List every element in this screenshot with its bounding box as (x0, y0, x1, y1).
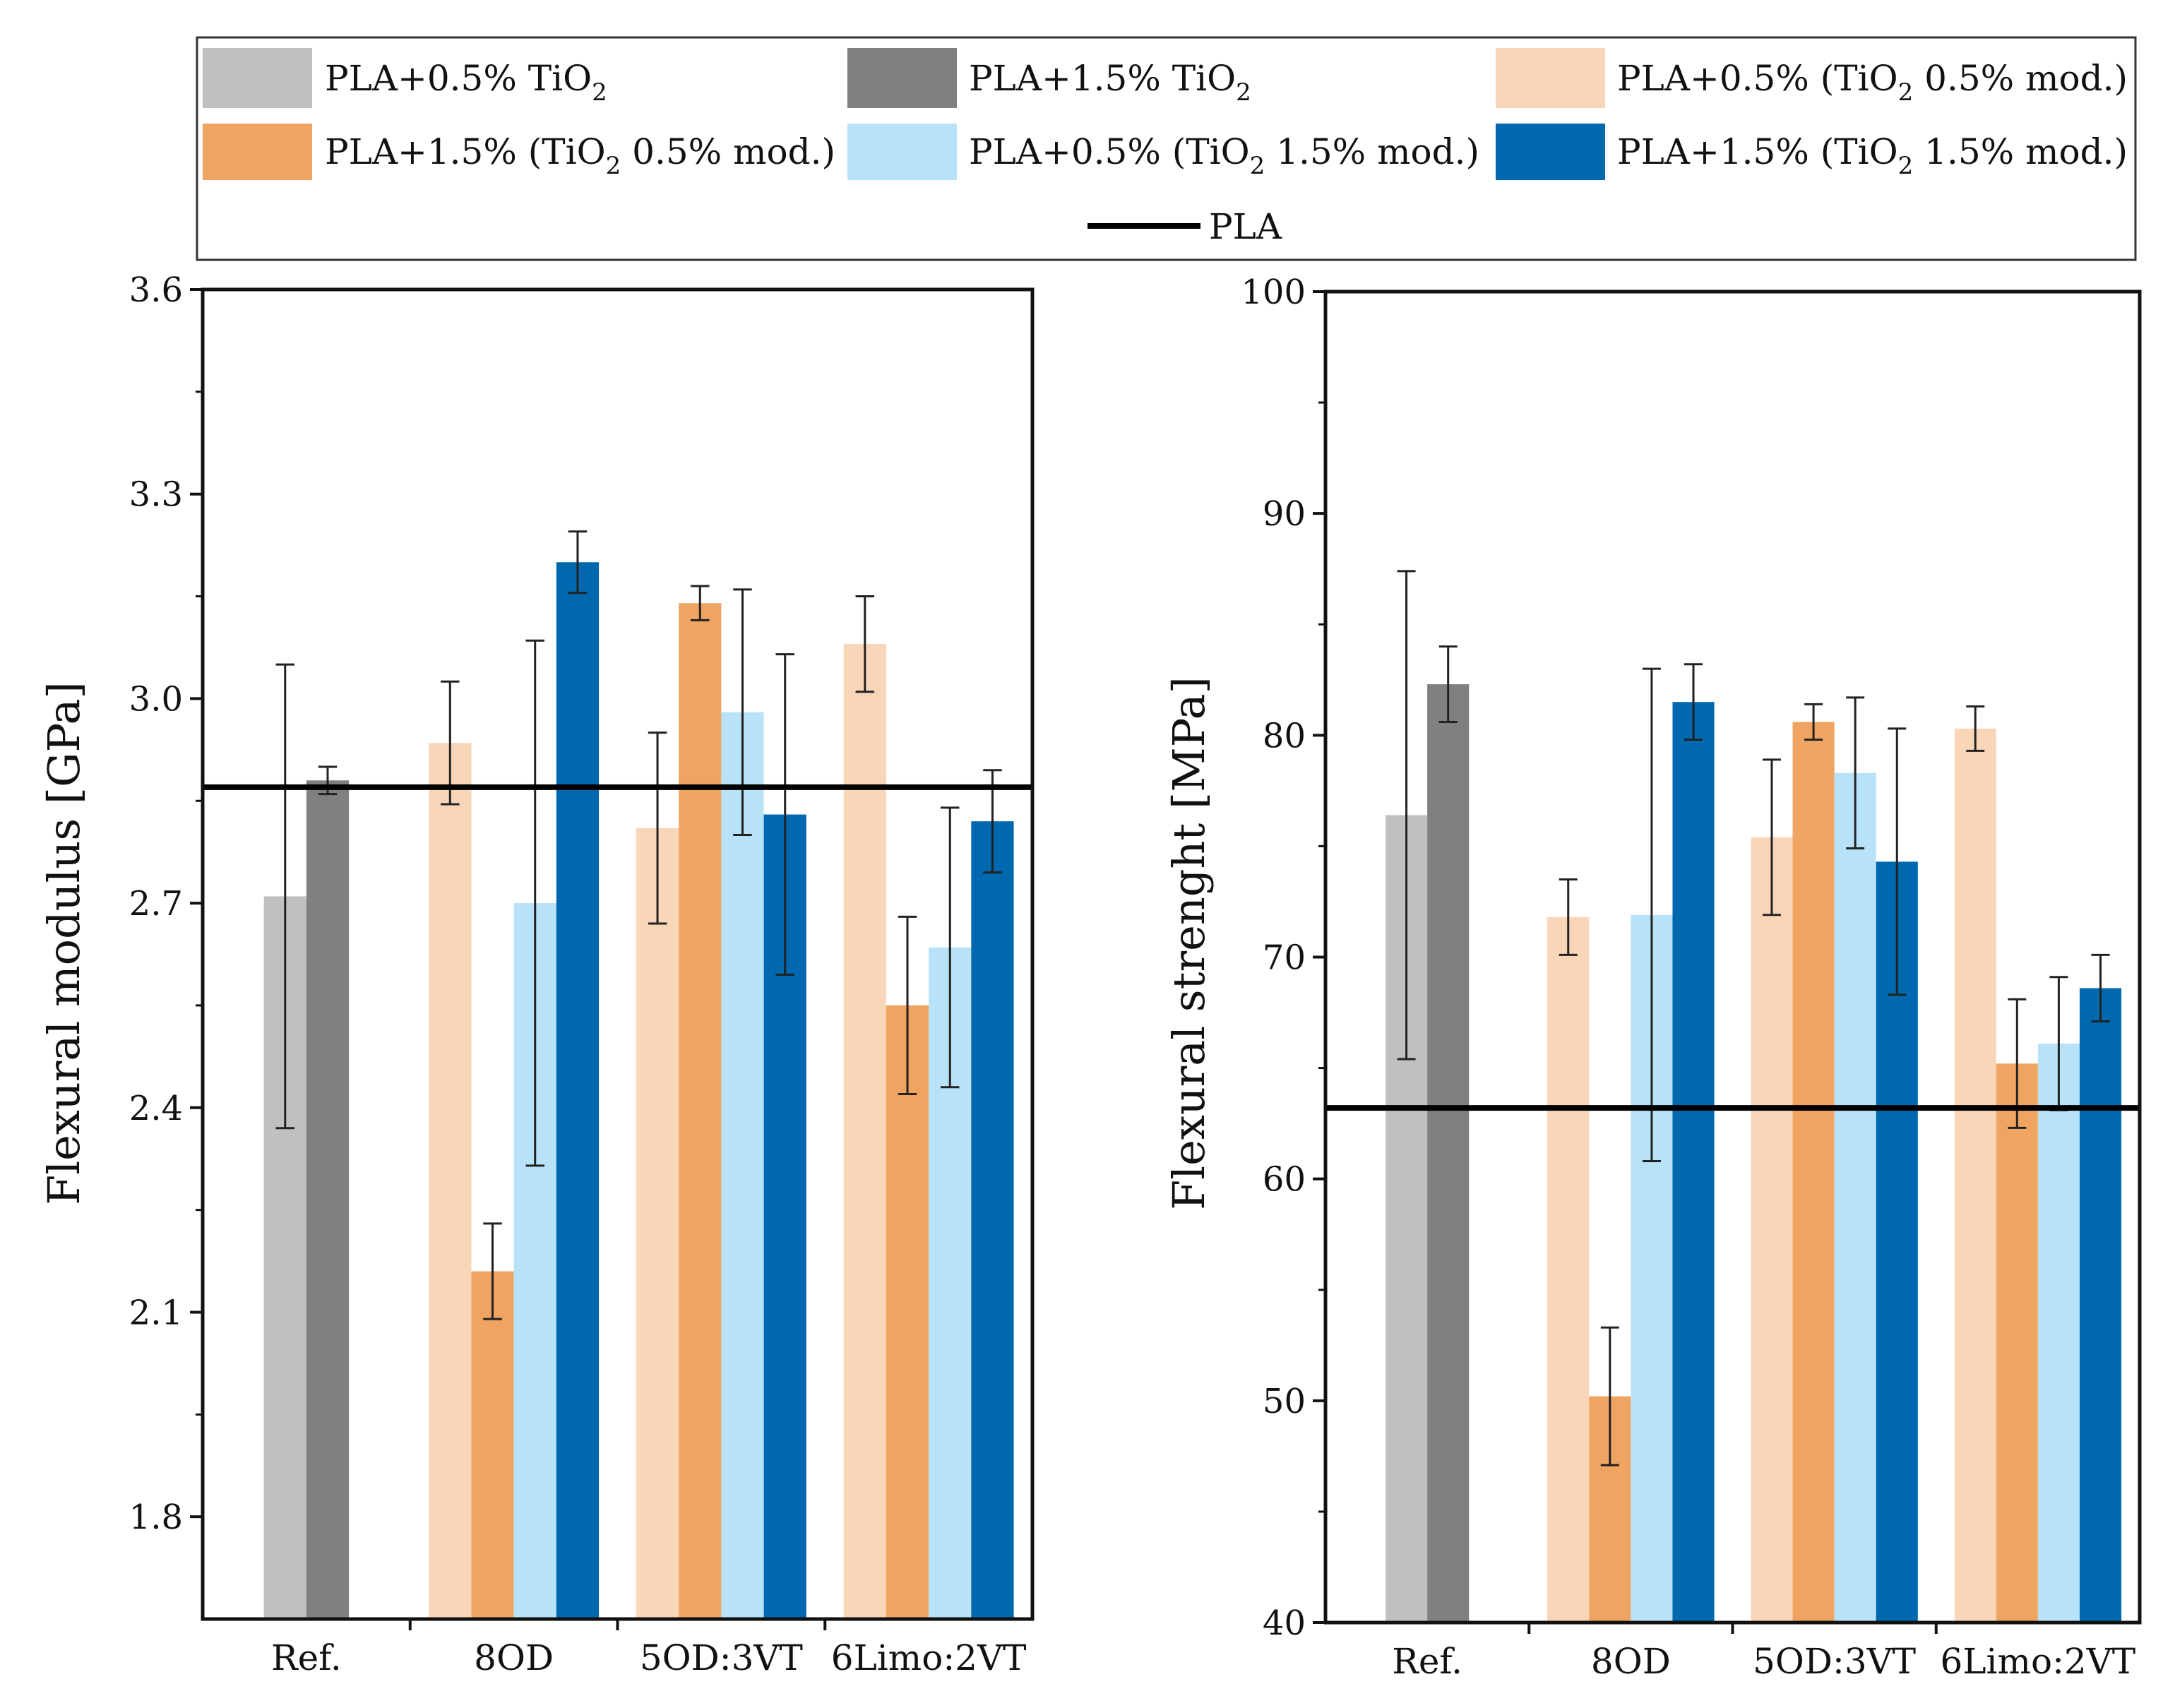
x-category-label: 8OD (1591, 1641, 1671, 1682)
legend-box (196, 36, 2137, 261)
error-bar-s6-2 (775, 653, 794, 976)
error-bar-s5-2 (733, 588, 752, 837)
bar-s4-2 (1792, 722, 1835, 1623)
legend-reference-label: PLA (1209, 206, 1282, 247)
x-category-label: Ref. (1392, 1641, 1462, 1682)
x-category-label: 5OD:3VT (1753, 1641, 1916, 1682)
error-bar-s4-1 (1600, 1326, 1619, 1467)
bar-s4-3 (1996, 1063, 2038, 1623)
error-bar-s4-2 (1804, 703, 1823, 741)
legend-swatch-s6 (1496, 124, 1605, 180)
y-tick-label: 70 (1263, 938, 1306, 978)
bar-s3-3 (843, 644, 886, 1620)
legend-swatch-s2 (847, 48, 957, 108)
bar-s5-2 (721, 712, 764, 1619)
legend-label-s1: PLA+0.5% TiO2 (325, 58, 607, 107)
legend-swatch-s3 (1496, 48, 1605, 108)
legend-swatch-s4 (203, 124, 312, 180)
bar-s6-3 (2079, 988, 2122, 1623)
bar-s5-2 (1834, 772, 1876, 1623)
bar-s4-2 (679, 603, 722, 1620)
x-category-label: 6Limo:2VT (831, 1637, 1027, 1678)
error-bar-s5-1 (1642, 667, 1661, 1163)
y-tick-label: 3.6 (129, 270, 183, 310)
x-category-label: Ref. (271, 1637, 342, 1678)
bar-s2-0 (1427, 684, 1470, 1623)
error-bar-s6-2 (1888, 727, 1907, 996)
error-bar-s3-3 (1966, 705, 1985, 752)
bar-s3-1 (1547, 916, 1590, 1623)
x-category-label: 8OD (474, 1637, 554, 1678)
y-tick-label: 80 (1263, 716, 1306, 756)
bar-s3-2 (636, 828, 679, 1619)
legend-label-s3: PLA+0.5% (TiO2 0.5% mod.) (1617, 58, 2128, 107)
chart-flexural-strength: Flexural strenght [MPa] 405060708090100 … (1163, 273, 2142, 1682)
plot-frame-modulus (201, 287, 1035, 1621)
y-tick-label: 1.8 (129, 1498, 183, 1537)
bar-s4-1 (471, 1271, 514, 1619)
error-bar-s4-3 (898, 915, 917, 1095)
error-bar-s5-2 (1846, 696, 1865, 850)
legend: PLA+0.5% TiO2 PLA+1.5% TiO2 PLA+0.5% (Ti… (196, 36, 2137, 261)
y-tick-label: 100 (1241, 273, 1306, 312)
error-bar-s3-2 (648, 731, 667, 925)
x-category-label: 6Limo:2VT (1941, 1641, 2136, 1682)
bar-s3-1 (429, 743, 472, 1619)
chart-flexural-modulus: Flexural modulus [GPa] 1.8 2.1 2.4 2.7 3.0 3.… (38, 270, 1035, 1678)
error-bar-s3-2 (1762, 758, 1781, 916)
y-tick-label: 50 (1263, 1382, 1306, 1421)
y-tick-label: 2.1 (129, 1293, 183, 1332)
legend-swatch-s5 (847, 124, 957, 180)
error-bar-s4-1 (483, 1222, 502, 1320)
error-bar-s6-3 (2091, 953, 2110, 1023)
y-tick-label: 40 (1263, 1604, 1306, 1643)
bar-s3-2 (1751, 837, 1793, 1623)
bar-s5-3 (2037, 1044, 2080, 1623)
y-tick-label: 3.0 (129, 679, 183, 719)
y-tick-label: 2.7 (129, 884, 183, 924)
error-bar-s1-0 (275, 663, 295, 1130)
error-bar-s5-3 (940, 806, 960, 1089)
legend-label-s6: PLA+1.5% (TiO2 1.5% mod.) (1617, 131, 2128, 180)
y-axis-label-modulus: Flexural modulus [GPa] (38, 681, 90, 1205)
error-bar-s3-1 (441, 680, 460, 806)
error-bar-s6-1 (1684, 663, 1703, 741)
y-tick-label: 3.3 (129, 475, 183, 515)
error-bar-s2-0 (1438, 645, 1458, 723)
bar-s6-1 (556, 562, 600, 1620)
error-bar-s5-1 (525, 639, 544, 1167)
y-axis-label-strength: Flexural strenght [MPa] (1163, 676, 1215, 1210)
legend-label-s2: PLA+1.5% TiO2 (969, 58, 1251, 107)
bar-s2-0 (306, 780, 350, 1619)
bar-s6-3 (971, 821, 1014, 1619)
y-tick-label: 90 (1263, 494, 1306, 534)
bar-s4-3 (886, 1005, 929, 1619)
error-bar-s4-2 (691, 585, 710, 621)
y-tick-label: 2.4 (129, 1089, 183, 1128)
plot-frame-strength (1323, 289, 2142, 1625)
bar-s6-1 (1672, 702, 1715, 1623)
error-bar-s1-0 (1397, 570, 1416, 1061)
error-bar-s6-1 (568, 530, 588, 595)
x-category-label: 5OD:3VT (640, 1637, 803, 1678)
bar-s3-3 (1954, 728, 1996, 1623)
legend-swatch-s1 (203, 48, 312, 108)
legend-label-s5: PLA+0.5% (TiO2 1.5% mod.) (969, 131, 1479, 180)
error-bar-s3-1 (1559, 878, 1578, 956)
y-tick-label: 60 (1263, 1160, 1306, 1200)
legend-label-s4: PLA+1.5% (TiO2 0.5% mod.) (325, 131, 835, 180)
error-bar-s3-3 (855, 595, 875, 693)
